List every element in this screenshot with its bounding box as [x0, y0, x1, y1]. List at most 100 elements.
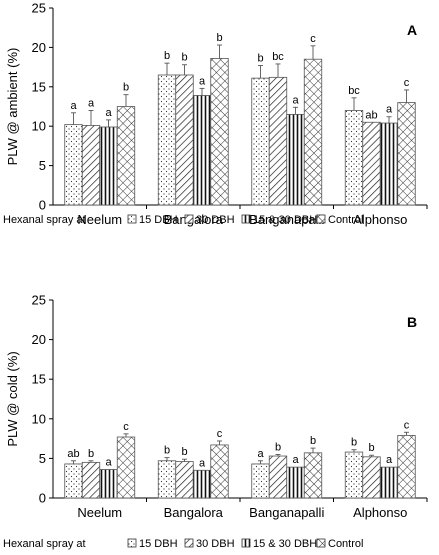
bar [81, 461, 101, 499]
bar [303, 452, 323, 499]
x-tick-label: Neelum [77, 505, 122, 520]
bar [268, 455, 288, 499]
y-tick-label: 0 [39, 491, 46, 506]
x-tick-label: Bangalora [164, 212, 224, 227]
legend-label: 15 & 30 DBH [253, 538, 317, 550]
bar [362, 121, 381, 206]
x-tick-label: Bangalora [164, 505, 224, 520]
y-tick-label: 20 [32, 332, 46, 347]
significance-letter: b [164, 50, 170, 62]
legend-swatch [184, 214, 194, 224]
legend-swatch [127, 214, 137, 224]
legend: Hexanal spray at 15 DBH 30 DBH 15 & 30 DBH C… [3, 214, 363, 226]
bar [286, 466, 305, 499]
significance-letter: a [105, 456, 112, 468]
legend-swatch [316, 538, 326, 548]
bar [397, 102, 416, 206]
legend-label: Control [328, 214, 363, 226]
significance-letter: b [88, 448, 94, 460]
significance-letter: b [181, 52, 187, 64]
y-tick-label: 25 [32, 293, 46, 308]
bar [251, 77, 270, 206]
y-tick-label: 0 [39, 198, 46, 213]
significance-letter: a [292, 454, 299, 466]
bar [344, 110, 364, 206]
bar [192, 469, 212, 499]
bar [116, 436, 136, 499]
y-axis-label: PLW @ ambient (%) [5, 48, 20, 166]
bar [175, 74, 194, 206]
significance-letter: b [275, 441, 281, 453]
significance-letter: c [404, 77, 410, 89]
y-tick-label: 5 [39, 451, 46, 466]
legend-label: 30 DBH [196, 214, 235, 226]
bar [344, 451, 364, 499]
bar [210, 444, 229, 499]
bar [362, 456, 381, 499]
significance-letter: a [386, 454, 393, 466]
bar [397, 435, 416, 499]
y-axis-label: PLW @ cold (%) [5, 351, 20, 446]
bar [268, 76, 288, 206]
significance-letter: a [88, 97, 95, 109]
bar [64, 463, 83, 499]
bar [64, 124, 83, 206]
significance-letter: b [310, 435, 316, 447]
y-tick-label: 25 [32, 1, 46, 16]
significance-letter: c [404, 419, 410, 431]
legend-label: 15 & 30 DBH [253, 214, 317, 226]
x-tick-label: Alphonso [353, 505, 407, 520]
significance-letter: b [257, 53, 263, 65]
y-tick-label: 10 [32, 119, 46, 134]
legend-label: 15 DBH [139, 538, 178, 550]
legend-swatch [241, 538, 251, 548]
significance-letter: b [123, 82, 129, 94]
significance-letter: a [199, 75, 206, 87]
legend-label: Control [328, 538, 363, 550]
legend-title: Hexanal spray at [3, 214, 86, 226]
y-tick-label: 5 [39, 158, 46, 173]
bar [157, 460, 177, 499]
significance-letter: a [386, 104, 393, 116]
bar [379, 122, 399, 206]
significance-letter: b [216, 32, 222, 44]
y-tick-label: 15 [32, 372, 46, 387]
bar [99, 126, 118, 206]
bar [303, 58, 323, 206]
bar [157, 74, 177, 206]
bar [175, 461, 194, 499]
x-tick-label: Banganapalli [249, 212, 324, 227]
bar [210, 58, 229, 206]
x-tick-label: Banganapalli [249, 505, 324, 520]
legend: Hexanal spray at 15 DBH 30 DBH 15 & 30 DBH C… [3, 538, 363, 550]
bar [81, 125, 101, 206]
x-tick-label: Neelum [77, 212, 122, 227]
legend-swatch [316, 214, 326, 224]
significance-letter: b [181, 446, 187, 458]
significance-letter: a [70, 100, 77, 112]
significance-letter: c [310, 33, 316, 45]
legend-label: 30 DBH [196, 538, 235, 550]
bar [251, 463, 270, 499]
significance-letter: c [123, 421, 129, 433]
y-tick-label: 10 [32, 411, 46, 426]
legend-title: Hexanal spray at [3, 538, 86, 550]
significance-letter: bc [272, 51, 284, 63]
significance-letter: a [199, 457, 206, 469]
bar [116, 106, 136, 206]
y-tick-label: 20 [32, 40, 46, 55]
significance-letter: a [292, 94, 299, 106]
significance-letter: b [164, 445, 170, 457]
bar [192, 95, 212, 206]
panel-label: B [407, 314, 417, 330]
significance-letter: c [217, 428, 223, 440]
bar [99, 469, 118, 499]
significance-letter: ab [365, 109, 377, 121]
panel-label: A [407, 22, 417, 38]
significance-letter: ab [67, 448, 79, 460]
